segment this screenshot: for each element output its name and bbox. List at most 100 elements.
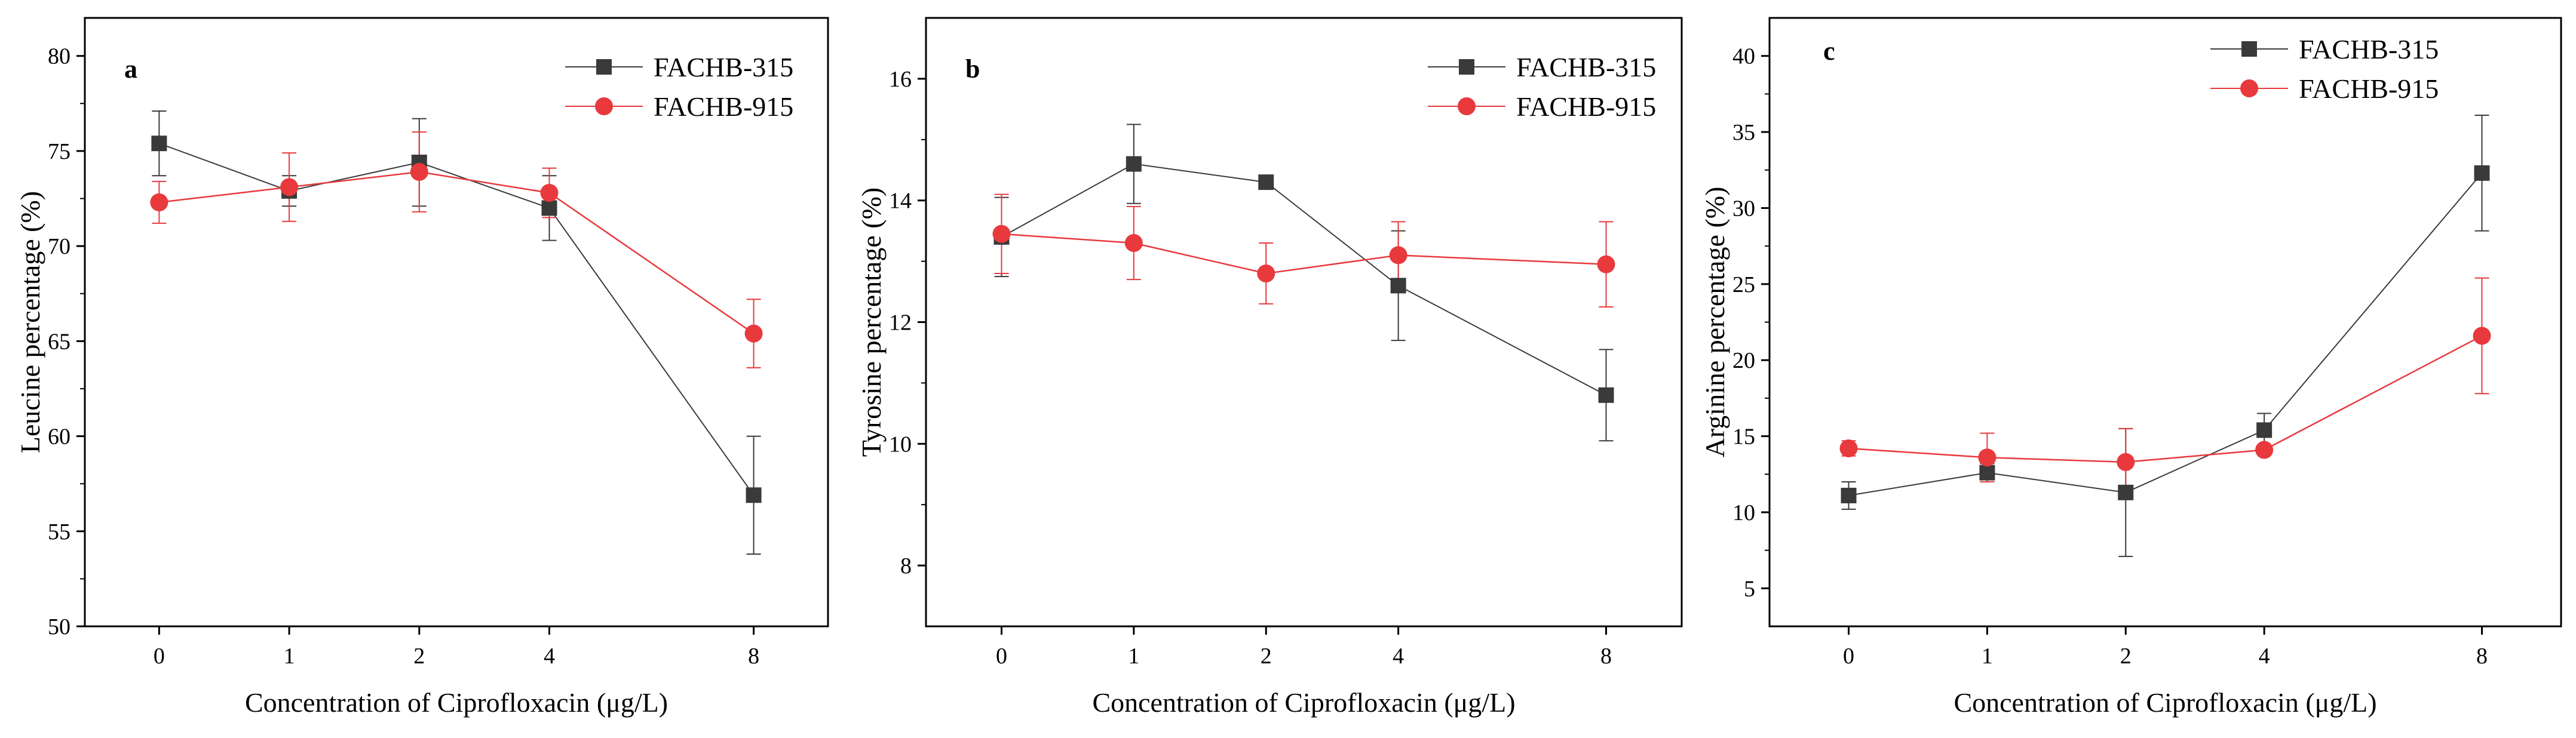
- y-tick-label: 80: [48, 44, 70, 69]
- legend-marker-square: [596, 59, 612, 75]
- data-point-circle: [410, 162, 428, 181]
- series-marks: [992, 124, 1615, 442]
- y-tick-label: 65: [48, 329, 70, 354]
- series-line-2: [1001, 233, 1606, 275]
- data-point-circle: [1257, 264, 1275, 282]
- legend-label-series-2: FACHB-915: [2299, 73, 2439, 104]
- y-axis-label: Leucine percentage (%): [15, 191, 45, 453]
- data-point-square: [2118, 484, 2134, 500]
- panel-letter: a: [124, 54, 137, 84]
- data-point-circle: [744, 324, 763, 343]
- data-point-circle: [2473, 327, 2491, 345]
- x-tick-label: 8: [2476, 644, 2488, 669]
- data-point-square: [2474, 165, 2490, 181]
- data-point-square: [1390, 278, 1406, 294]
- x-axis-label: Concentration of Ciprofloxacin (μg/L): [1092, 687, 1515, 718]
- data-point-square: [151, 136, 167, 152]
- data-point-circle: [1839, 439, 1858, 457]
- y-tick-label: 50: [48, 614, 70, 639]
- y-tick-label: 14: [889, 189, 912, 214]
- x-axis-label: Concentration of Ciprofloxacin (μg/L): [1954, 687, 2376, 718]
- y-tick-label: 10: [1732, 500, 1755, 525]
- data-point-circle: [540, 183, 559, 202]
- series-marks: [150, 110, 763, 555]
- x-tick-label: 4: [2259, 644, 2270, 669]
- series-marks: [1839, 115, 2491, 557]
- data-point-square: [541, 200, 557, 216]
- legend-label-series-2: FACHB-915: [1516, 91, 1656, 122]
- y-tick-label: 20: [1732, 348, 1755, 373]
- series-line-1: [1001, 163, 1606, 396]
- y-tick-label: 12: [889, 310, 912, 336]
- legend: FACHB-315 FACHB-915: [2210, 34, 2439, 104]
- axis-ticks: 0 1 2 4 8 5 10 15 20 25 30 35 40: [1732, 44, 2488, 669]
- legend: FACHB-315 FACHB-915: [565, 52, 793, 122]
- data-point-circle: [1124, 234, 1143, 253]
- data-point-square: [746, 487, 762, 503]
- data-point-circle: [992, 225, 1011, 243]
- legend-marker-circle: [2240, 79, 2258, 97]
- axis-ticks: 0 1 2 4 8 50 55 60 65 70 75 80: [48, 44, 759, 669]
- y-tick-label: 75: [48, 139, 70, 164]
- data-point-circle: [1597, 255, 1615, 273]
- y-tick-label: 15: [1732, 425, 1755, 450]
- y-tick-label: 10: [889, 432, 912, 457]
- y-tick-label: 25: [1732, 272, 1755, 297]
- y-tick-label: 60: [48, 425, 70, 450]
- legend-label-series-1: FACHB-315: [654, 52, 793, 82]
- data-point-square: [1258, 174, 1274, 190]
- legend: FACHB-315 FACHB-915: [1428, 52, 1656, 122]
- x-tick-label: 2: [2120, 644, 2132, 669]
- legend-label-series-1: FACHB-315: [2299, 34, 2439, 64]
- y-tick-label: 5: [1744, 576, 1755, 601]
- x-tick-label: 4: [544, 644, 555, 669]
- x-tick-label: 4: [1393, 644, 1404, 669]
- chart-panel-c: 0 1 2 4 8 5 10 15 20 25 30 35 40 c Concentration of …: [1700, 17, 2562, 718]
- y-tick-label: 40: [1732, 44, 1755, 69]
- x-tick-label: 0: [996, 644, 1007, 669]
- x-tick-label: 1: [1128, 644, 1139, 669]
- data-point-circle: [150, 193, 168, 211]
- series-line-1: [1848, 173, 2483, 496]
- y-tick-label: 8: [900, 554, 912, 579]
- data-point-circle: [1389, 246, 1407, 265]
- plot-frame: [1768, 17, 2562, 628]
- x-tick-label: 1: [1982, 644, 1993, 669]
- y-axis-label: Arginine percentage (%): [1700, 187, 1730, 458]
- legend-marker-square: [1459, 59, 1474, 75]
- x-tick-label: 0: [154, 644, 165, 669]
- data-point-square: [1979, 465, 1995, 481]
- y-tick-label: 35: [1732, 120, 1755, 145]
- x-tick-label: 8: [748, 644, 759, 669]
- legend-label-series-1: FACHB-315: [1516, 52, 1656, 82]
- x-tick-label: 1: [284, 644, 295, 669]
- data-point-square: [1841, 487, 1857, 503]
- panel-letter: c: [1823, 36, 1835, 66]
- x-tick-label: 2: [413, 644, 425, 669]
- chart-panel-a: 0 1 2 4 8 50 55 60 65 70 75 80 a Concentration of C…: [15, 17, 829, 718]
- data-point-circle: [280, 178, 299, 196]
- data-point-circle: [1978, 448, 1997, 467]
- panel-letter: b: [965, 54, 980, 84]
- x-axis-label: Concentration of Ciprofloxacin (μg/L): [245, 687, 668, 718]
- y-axis-label: Tyrosine percentage (%): [856, 187, 887, 457]
- y-tick-label: 30: [1732, 196, 1755, 221]
- x-tick-label: 2: [1261, 644, 1272, 669]
- legend-marker-square: [2241, 41, 2257, 57]
- y-tick-label: 70: [48, 234, 70, 259]
- series-line-2: [159, 171, 755, 334]
- data-point-circle: [2117, 453, 2135, 471]
- data-point-circle: [2255, 441, 2274, 459]
- data-point-square: [1126, 156, 1142, 172]
- legend-label-series-2: FACHB-915: [654, 91, 793, 122]
- x-tick-label: 0: [1843, 644, 1854, 669]
- y-tick-label: 16: [889, 67, 912, 92]
- data-point-square: [2256, 422, 2273, 438]
- x-tick-label: 8: [1600, 644, 1612, 669]
- data-point-square: [1598, 387, 1614, 403]
- legend-marker-circle: [595, 97, 613, 115]
- y-tick-label: 55: [48, 519, 70, 545]
- series-line-1: [159, 143, 755, 496]
